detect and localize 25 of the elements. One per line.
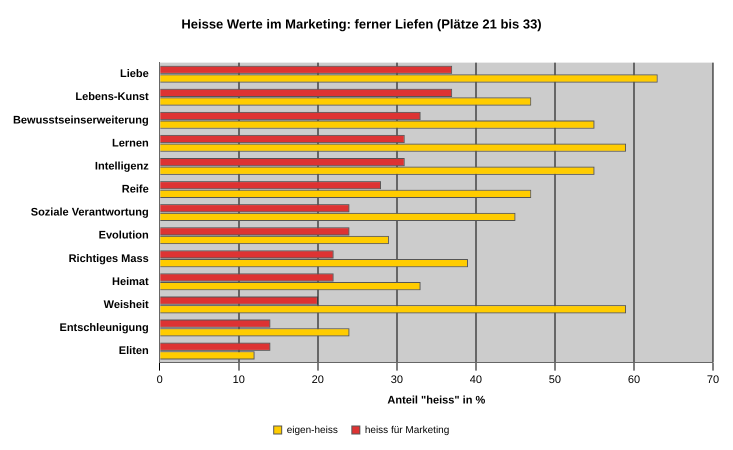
y-tick-label: Richtiges Mass [68, 252, 149, 265]
y-tick-label: Lebens-Kunst [75, 91, 150, 104]
x-tick-label: 10 [232, 374, 245, 386]
chart-title: Heisse Werte im Marketing: ferner Liefen (Plätze 21 bis 33) [181, 16, 542, 32]
x-axis-title: Anteil "heiss" in % [387, 394, 486, 406]
y-tick-label: Bewusstseinserweiterung [12, 114, 149, 126]
y-tick-label: Liebe [120, 68, 149, 80]
y-tick-label: Lernen [112, 137, 149, 150]
x-tick-label: 70 [706, 374, 720, 386]
x-tick-label: 0 [156, 374, 163, 386]
legend-label: heiss für Marketing [364, 424, 450, 436]
y-tick-label: Entschleunigung [59, 322, 149, 334]
y-tick-label: Heimat [112, 276, 150, 288]
x-tick-label: 30 [390, 374, 403, 386]
legend-label: eigen-heiss [286, 424, 338, 436]
y-tick-label: Weisheit [104, 298, 150, 311]
y-tick-label: Evolution [98, 230, 149, 242]
y-tick-label: Eliten [118, 345, 149, 358]
x-tick-label: 20 [312, 374, 324, 386]
x-tick-label: 60 [628, 374, 640, 386]
y-tick-label: Reife [122, 184, 149, 196]
x-tick-label: 50 [548, 374, 562, 386]
y-tick-label: Intelligenz [94, 160, 150, 172]
y-tick-label: Soziale Verantwortung [30, 206, 149, 219]
x-tick-label: 40 [470, 374, 482, 386]
